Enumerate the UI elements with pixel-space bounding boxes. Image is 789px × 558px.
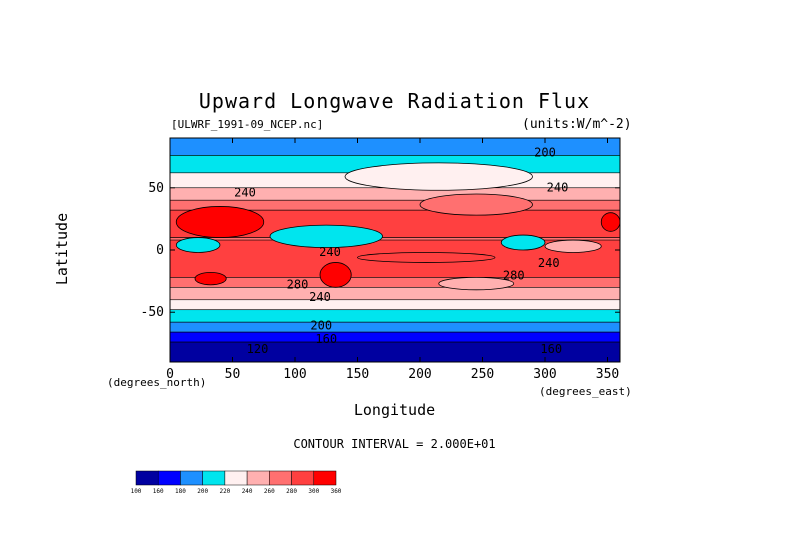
x-tick-label: 0: [166, 367, 174, 382]
colorbar-label: 160: [153, 488, 164, 495]
colorbar-swatch: [269, 470, 292, 486]
lat-band: [169, 299, 621, 311]
colorbar-swatch: [157, 470, 181, 486]
y-tick-label: -50: [141, 305, 164, 320]
x-tick-label: 250: [471, 367, 494, 382]
colorbar-swatch: [291, 470, 315, 486]
colorbar-swatch: [224, 470, 248, 486]
plot-area: [169, 137, 621, 363]
x-tick-label: 50: [225, 367, 241, 382]
contour-label: 160: [540, 342, 562, 356]
colorbar-label: 100: [131, 488, 142, 495]
colorbar-label: 220: [219, 488, 230, 495]
contour-region: [175, 237, 221, 253]
colorbar-label: 240: [242, 488, 253, 495]
y-tick-label: 0: [156, 243, 164, 258]
x-axis-unit-label: (degrees_east): [539, 385, 632, 398]
contour-region: [175, 206, 265, 238]
chart-subtitle: [ULWRF_1991-09_NCEP.nc]: [171, 118, 324, 131]
contour-region: [319, 262, 352, 288]
contour-label: 280: [503, 269, 525, 283]
contour-region: [600, 212, 621, 232]
colorbar-label: 300: [308, 488, 319, 495]
x-tick-label: 300: [533, 367, 556, 382]
contour-label: 200: [534, 145, 556, 159]
lat-band: [169, 331, 621, 343]
contour-region: [357, 252, 496, 263]
lat-band: [169, 287, 621, 301]
lat-band: [169, 277, 621, 288]
colorbar-swatch: [135, 470, 159, 486]
lat-band: [169, 321, 621, 333]
contour-label: 240: [234, 185, 256, 199]
contour-label: 240: [319, 245, 341, 259]
contour-label: 160: [315, 332, 337, 346]
contour-label: 240: [547, 180, 569, 194]
colorbar-label: 280: [286, 488, 297, 495]
colorbar-swatch: [246, 470, 270, 486]
y-axis-unit-label: (degrees_north): [107, 376, 207, 389]
contour-label: 240: [309, 290, 331, 304]
contour-region: [438, 276, 515, 291]
contour-region: [544, 239, 602, 253]
colorbar-swatch: [313, 470, 337, 486]
x-tick-label: 200: [408, 367, 431, 382]
lat-band: [169, 309, 621, 323]
chart-title: Upward Longwave Radiation Flux: [198, 89, 591, 113]
contour-label: 120: [247, 342, 269, 356]
colorbar-label: 360: [331, 488, 342, 495]
contour-region: [269, 224, 383, 248]
colorbar-label: 200: [197, 488, 208, 495]
y-tick-label: 50: [148, 181, 164, 196]
x-tick-label: 100: [283, 367, 306, 382]
contour-region: [344, 162, 533, 191]
colorbar-label: 260: [264, 488, 275, 495]
x-tick-label: 350: [596, 367, 619, 382]
colorbar: 100 160 180 200 220 240 260 280 300 360: [131, 470, 342, 495]
axes: 0 50 100 150 200 250 300 350 -50 0 50: [141, 137, 621, 382]
units-label: (units:W/m^-2): [522, 117, 632, 132]
x-tick-label: 150: [346, 367, 369, 382]
contour-region: [419, 193, 533, 216]
contour-label: 200: [310, 318, 332, 332]
contour-label: 280: [287, 277, 309, 291]
contour-region: [194, 271, 227, 286]
contour-interval-text: CONTOUR INTERVAL = 2.000E+01: [293, 437, 496, 451]
x-axis-label: Longitude: [353, 401, 436, 419]
contour-region: [500, 234, 546, 251]
colorbar-swatch: [202, 470, 226, 486]
contour-label: 240: [538, 256, 560, 270]
colorbar-label: 180: [175, 488, 186, 495]
colorbar-swatch: [180, 470, 203, 486]
